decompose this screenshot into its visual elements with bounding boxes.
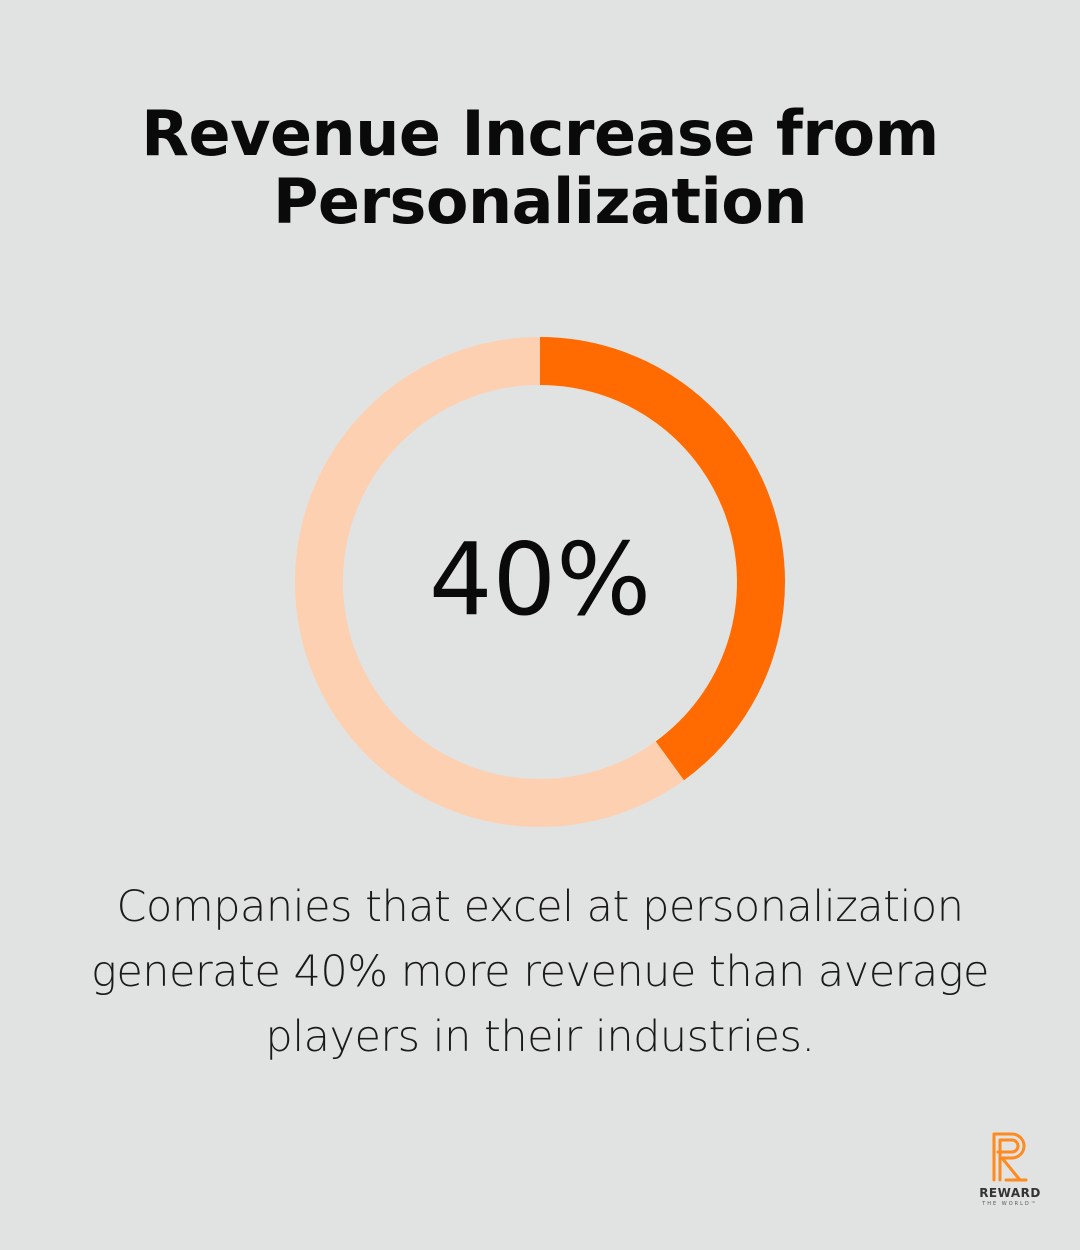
logo-tagline: THE WORLD™ [982, 1201, 1038, 1207]
brand-logo: REWARD THE WORLD™ [970, 1130, 1050, 1220]
reward-r-logo-icon [992, 1132, 1028, 1182]
chart-title-line-2: Personalization [272, 165, 808, 238]
logo-name: REWARD [979, 1186, 1041, 1200]
caption-line-1: Companies that excel at personalization [116, 882, 965, 932]
caption-line-3: players in their industries. [265, 1012, 815, 1062]
caption: Companies that excel at personalization … [0, 875, 1080, 1070]
chart-title: Revenue Increase from Personalization [0, 100, 1080, 236]
caption-line-2: generate 40% more revenue than average [91, 947, 989, 997]
chart-title-line-1: Revenue Increase from [141, 97, 939, 170]
donut-value-arc [539, 337, 785, 781]
donut-center-label: 40% [429, 521, 651, 638]
donut-chart: 40% [295, 337, 785, 827]
